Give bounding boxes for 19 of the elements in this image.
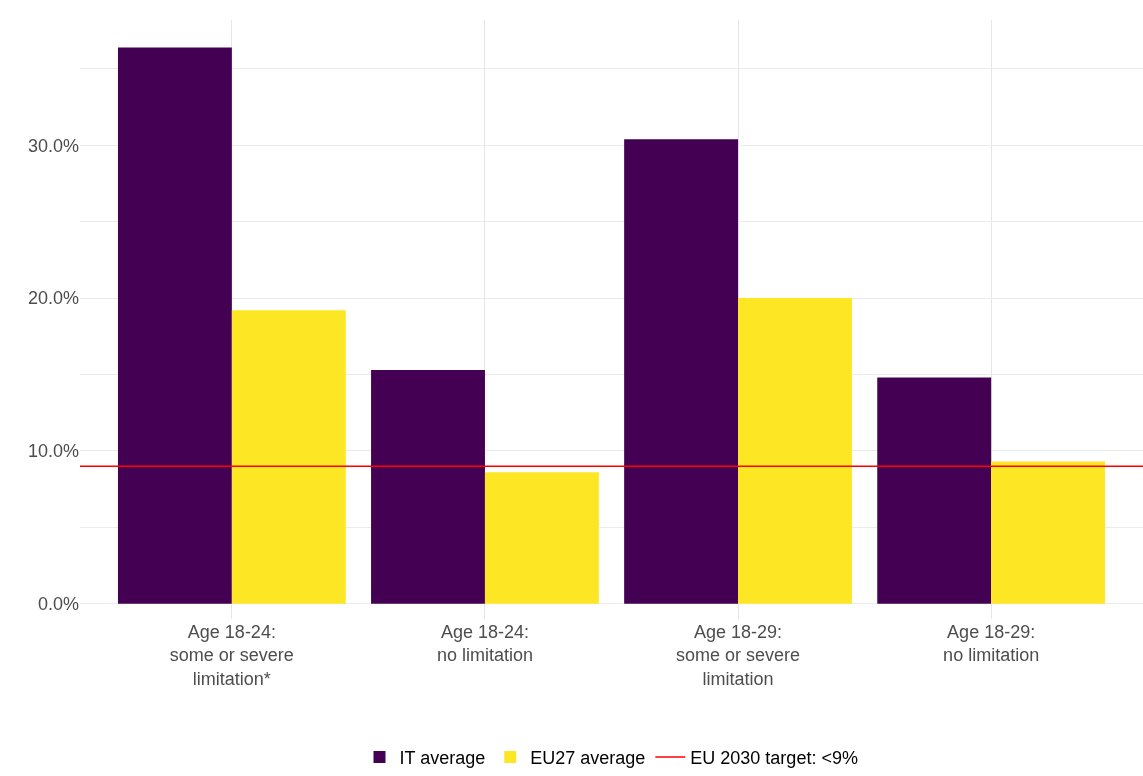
x-tick-label: Age 18-29: no limitation <box>943 622 1040 666</box>
legend-label: IT average <box>399 748 486 769</box>
bar <box>877 377 992 604</box>
x-tick-label: Age 18-24: some or severe limitation* <box>169 622 294 689</box>
bar <box>484 472 599 604</box>
bar <box>117 47 232 604</box>
bar <box>371 369 485 604</box>
bar <box>991 461 1106 604</box>
x-tick-label: Age 18-29: some or severe limitation <box>676 622 801 689</box>
y-tick-label: 10.0% <box>27 441 79 462</box>
y-tick-label: 0.0% <box>37 594 79 615</box>
bar <box>624 139 739 604</box>
y-tick-label: 20.0% <box>27 288 79 309</box>
y-tick-label: 30.0% <box>27 135 79 156</box>
bar <box>738 298 852 604</box>
x-tick-label: Age 18-24: no limitation <box>436 622 533 666</box>
legend-label: EU 2030 target: <9% <box>690 748 858 769</box>
bar <box>231 310 346 604</box>
legend-label: EU27 average <box>530 748 646 769</box>
